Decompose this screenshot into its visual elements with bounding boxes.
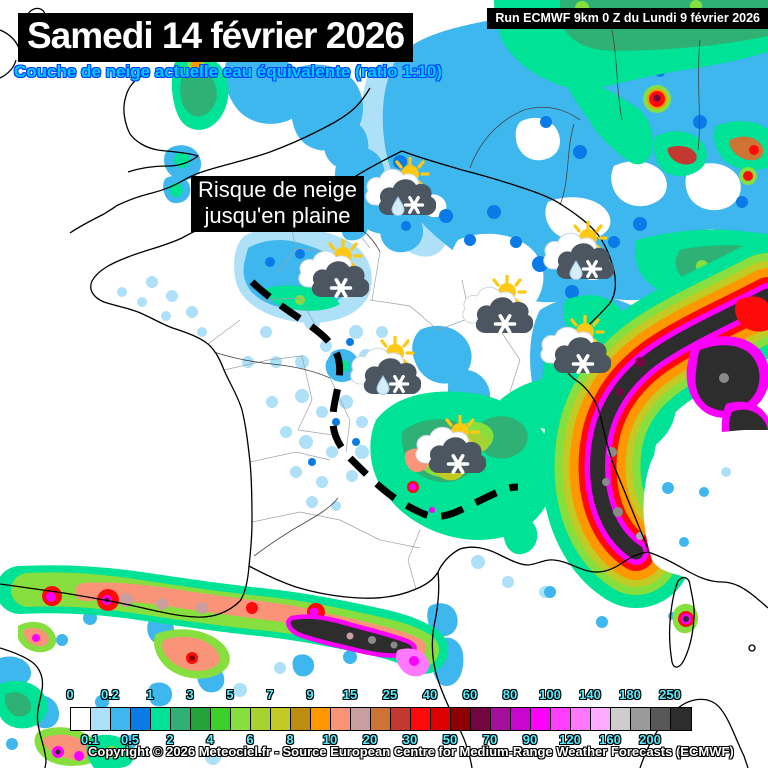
legend-label: 0.2 bbox=[100, 687, 120, 702]
legend-cell bbox=[291, 708, 311, 730]
legend-cell bbox=[411, 708, 431, 730]
corsica-spot bbox=[672, 603, 698, 634]
legend-label: 140 bbox=[579, 687, 601, 702]
legend-label: 160 bbox=[599, 732, 621, 747]
legend-cell bbox=[231, 708, 251, 730]
legend-label: 40 bbox=[422, 687, 438, 702]
weather-icon-snow bbox=[291, 238, 370, 307]
legend-cell bbox=[171, 708, 191, 730]
legend-cell bbox=[151, 708, 171, 730]
weather-icon-snow bbox=[455, 274, 534, 343]
legend-cell bbox=[391, 708, 411, 730]
legend-cell bbox=[531, 708, 551, 730]
weather-icon-rain-snow bbox=[536, 220, 615, 289]
legend-label: 30 bbox=[402, 732, 418, 747]
legend-label: 4 bbox=[206, 732, 214, 747]
legend-cell bbox=[671, 708, 691, 730]
legend-cell bbox=[651, 708, 671, 730]
front-dashed-line bbox=[249, 279, 519, 520]
legend-cell bbox=[551, 708, 571, 730]
annotation-line2: jusqu'en plaine bbox=[204, 203, 351, 228]
legend-cell bbox=[331, 708, 351, 730]
legend-label: 2 bbox=[166, 732, 174, 747]
legend-label: 0.1 bbox=[80, 732, 100, 747]
legend-cell bbox=[251, 708, 271, 730]
legend-cell bbox=[271, 708, 291, 730]
alps-massif bbox=[541, 240, 768, 608]
legend-label: 250 bbox=[659, 687, 681, 702]
legend-cell bbox=[91, 708, 111, 730]
legend-cell bbox=[351, 708, 371, 730]
legend-label: 9 bbox=[306, 687, 314, 702]
run-info: Run ECMWF 9km 0 Z du Lundi 9 février 202… bbox=[487, 8, 768, 29]
legend-label: 10 bbox=[322, 732, 338, 747]
legend-label: 0 bbox=[66, 687, 74, 702]
foreign-borders bbox=[469, 29, 701, 206]
legend-cell bbox=[571, 708, 591, 730]
legend-cell bbox=[611, 708, 631, 730]
legend-label: 120 bbox=[559, 732, 581, 747]
legend-cell bbox=[471, 708, 491, 730]
legend-cell bbox=[111, 708, 131, 730]
legend-cell bbox=[491, 708, 511, 730]
po-valley bbox=[643, 430, 768, 600]
copyright-text: Copyright © 2026 Meteociel.fr - Source E… bbox=[88, 744, 734, 759]
annotation-box: Risque de neige jusqu'en plaine bbox=[191, 176, 365, 232]
cantabrian-corner bbox=[0, 680, 134, 768]
legend-label: 7 bbox=[266, 687, 274, 702]
weather-icon-rain-snow bbox=[358, 156, 437, 225]
legend-cell bbox=[591, 708, 611, 730]
legend-bar bbox=[70, 707, 692, 731]
legend-label: 60 bbox=[462, 687, 478, 702]
legend-cell bbox=[211, 708, 231, 730]
legend-cell bbox=[131, 708, 151, 730]
weather-icon-rain-snow bbox=[343, 335, 422, 404]
legend-cell bbox=[371, 708, 391, 730]
legend-label: 25 bbox=[382, 687, 398, 702]
legend-cell bbox=[431, 708, 451, 730]
weather-icon-snow bbox=[408, 414, 487, 483]
legend-label: 200 bbox=[639, 732, 661, 747]
legend-label: 0.5 bbox=[120, 732, 140, 747]
legend-label: 20 bbox=[362, 732, 378, 747]
legend-label: 5 bbox=[226, 687, 234, 702]
map-subtitle: Couche de neige actuelle eau équivalente… bbox=[14, 62, 442, 81]
legend-cell bbox=[311, 708, 331, 730]
legend-cell bbox=[631, 708, 651, 730]
legend-label: 50 bbox=[442, 732, 458, 747]
date-title-text: Samedi 14 février 2026 bbox=[27, 15, 405, 56]
legend-label: 100 bbox=[539, 687, 561, 702]
date-title: Samedi 14 février 2026 bbox=[18, 13, 414, 62]
legend-label: 180 bbox=[619, 687, 641, 702]
legend-label: 1 bbox=[146, 687, 154, 702]
legend-label: 80 bbox=[502, 687, 518, 702]
legend-label: 90 bbox=[522, 732, 538, 747]
annotation-line1: Risque de neige bbox=[198, 177, 358, 202]
weather-icon-snow bbox=[533, 314, 612, 383]
legend-cell bbox=[451, 708, 471, 730]
legend-label: 8 bbox=[286, 732, 294, 747]
legend-cell bbox=[191, 708, 211, 730]
legend-cell bbox=[71, 708, 91, 730]
ne-red-spot bbox=[643, 85, 671, 113]
legend-label: 15 bbox=[342, 687, 358, 702]
legend-label: 3 bbox=[186, 687, 194, 702]
legend-label: 70 bbox=[482, 732, 498, 747]
legend-cell bbox=[511, 708, 531, 730]
legend-label: 6 bbox=[246, 732, 254, 747]
